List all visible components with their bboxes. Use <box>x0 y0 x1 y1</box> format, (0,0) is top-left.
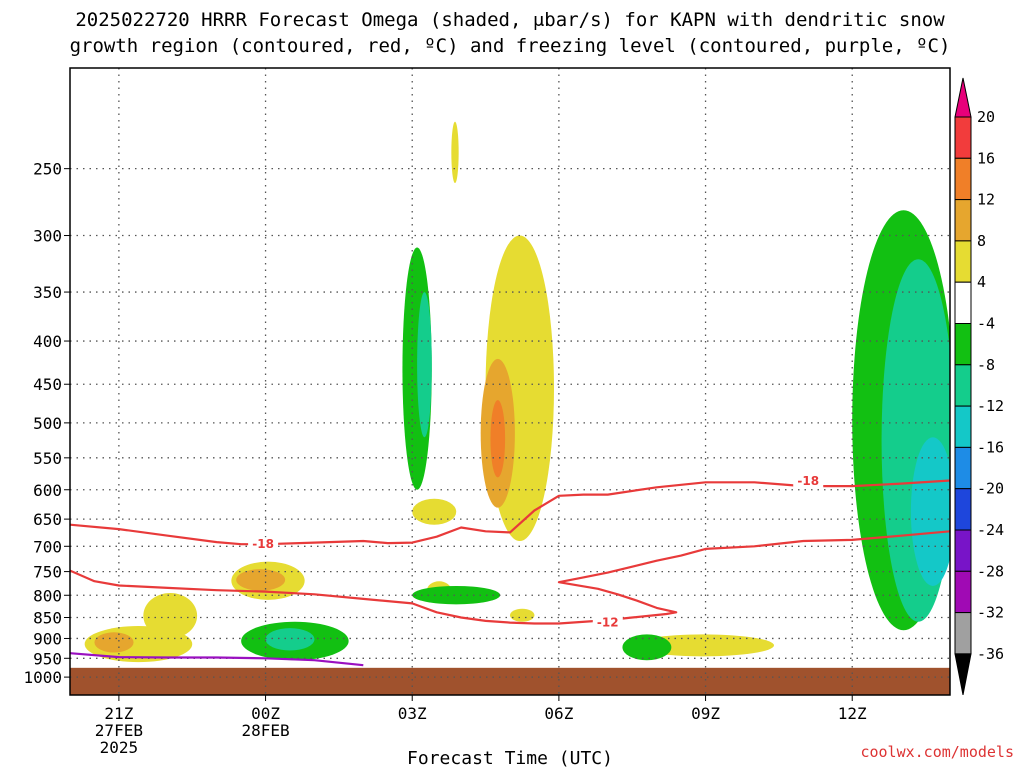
ytick-label-950: 950 <box>33 649 62 668</box>
colorbar-label-6: -8 <box>977 356 995 374</box>
chart-title-line1: 2025022720 HRRR Forecast Omega (shaded, … <box>75 9 945 31</box>
xtick-label-21Z-2: 2025 <box>100 738 139 757</box>
colorbar-swatch-10 <box>954 488 972 531</box>
ytick-label-300: 300 <box>33 227 62 246</box>
omega-region-8-0 <box>451 121 459 184</box>
omega-region-8-1 <box>412 498 457 525</box>
contour-label-bg-0 <box>793 474 824 489</box>
contour-label-bg-1 <box>248 537 279 552</box>
xtick-label-09Z-0: 09Z <box>691 704 720 723</box>
omega-region-8-4 <box>143 592 198 639</box>
ytick-label-650: 650 <box>33 510 62 529</box>
pressure-axis: 250 300 350 400 450 500 550 600 650 700 750 800 850 9… <box>23 160 70 687</box>
colorbar-swatch-5 <box>954 281 972 325</box>
omega-region--8-0 <box>417 292 432 438</box>
ytick-label-1000: 1000 <box>23 668 62 687</box>
omega-region--4-3 <box>622 634 672 661</box>
colorbar-swatch-2 <box>954 157 972 201</box>
colorbar-label-8: -16 <box>977 438 1004 456</box>
credit-text: coolwx.com/models <box>860 743 1014 761</box>
omega-region-12-2 <box>94 632 134 653</box>
xtick-label-03Z-0: 03Z <box>398 704 427 723</box>
colorbar-bottom-arrow <box>954 653 972 695</box>
contour-dgz_inner <box>70 530 950 625</box>
colorbar-label-2: 12 <box>977 191 995 209</box>
colorbar-top-arrow <box>954 77 972 118</box>
colorbar-label-1: 16 <box>977 149 995 167</box>
omega-region-16-0 <box>490 400 506 478</box>
xtick-label-00Z-1: 28FEB <box>241 721 289 740</box>
contour-freezing_level <box>70 652 364 667</box>
colorbar-swatch-9 <box>954 446 972 490</box>
omega-region-8-9 <box>510 608 535 622</box>
xtick-label-12Z-0: 12Z <box>838 704 867 723</box>
colorbar-swatch-8 <box>954 405 972 448</box>
colorbar-label-13: -36 <box>977 645 1004 663</box>
contour-dgz_top <box>70 479 950 546</box>
omega-region-12-1 <box>236 569 286 591</box>
colorbar-swatch-1 <box>954 116 972 159</box>
colorbar-label-0: 20 <box>977 108 995 126</box>
colorbar-label-3: 8 <box>977 232 986 250</box>
ytick-label-550: 550 <box>33 449 62 468</box>
ytick-label-350: 350 <box>33 283 62 302</box>
colorbar-swatch-11 <box>954 529 972 572</box>
colorbar-label-11: -28 <box>977 562 1004 580</box>
contour-label-bg-2 <box>592 615 623 630</box>
ytick-label-500: 500 <box>33 414 62 433</box>
ytick-label-800: 800 <box>33 586 62 605</box>
colorbar-swatch-4 <box>954 240 972 283</box>
plot-content: -18 -18 -12 <box>70 68 950 695</box>
chart-title-line2: growth region (contoured, red, ºC) and f… <box>70 35 951 57</box>
plot-area: -18 -18 -12 <box>70 68 950 695</box>
contour-label-0: -18 <box>797 474 819 488</box>
ytick-label-900: 900 <box>33 629 62 648</box>
ytick-label-250: 250 <box>33 160 62 179</box>
colorbar-swatch-12 <box>954 570 972 614</box>
contour-label-2: -12 <box>597 616 619 630</box>
colorbar-label-5: -4 <box>977 315 995 333</box>
omega-region--8-1 <box>265 628 315 651</box>
ytick-label-450: 450 <box>33 375 62 394</box>
ytick-label-850: 850 <box>33 608 62 627</box>
ground-fill <box>70 667 950 695</box>
x-axis-title: Forecast Time (UTC) <box>407 748 613 768</box>
colorbar-swatch-13 <box>954 612 972 655</box>
ytick-label-700: 700 <box>33 537 62 556</box>
ytick-label-600: 600 <box>33 481 62 500</box>
colorbar-label-12: -32 <box>977 604 1004 622</box>
colorbar-label-9: -20 <box>977 480 1004 498</box>
colorbar-legend: 20 16 12 8 4 -4 -8 -12 -16 -20 -24 -28 -32 -36 <box>954 77 1004 695</box>
colorbar-swatch-6 <box>954 323 972 366</box>
colorbar-label-7: -12 <box>977 397 1004 415</box>
contour-label-1: -18 <box>252 537 274 551</box>
omega-region--12-0 <box>910 437 950 586</box>
colorbar-label-4: 4 <box>977 273 986 291</box>
colorbar-swatch-7 <box>954 364 972 407</box>
ytick-label-750: 750 <box>33 563 62 582</box>
xtick-label-21Z-0: 21Z <box>104 704 133 723</box>
xtick-label-06Z-0: 06Z <box>544 704 573 723</box>
xtick-label-21Z-1: 27FEB <box>95 721 143 740</box>
colorbar-swatch-3 <box>954 199 972 242</box>
ytick-label-400: 400 <box>33 332 62 351</box>
xtick-label-00Z-0: 00Z <box>251 704 280 723</box>
omega-region--4-1 <box>412 585 501 605</box>
plot-frame <box>69 67 951 696</box>
colorbar-label-10: -24 <box>977 521 1004 539</box>
